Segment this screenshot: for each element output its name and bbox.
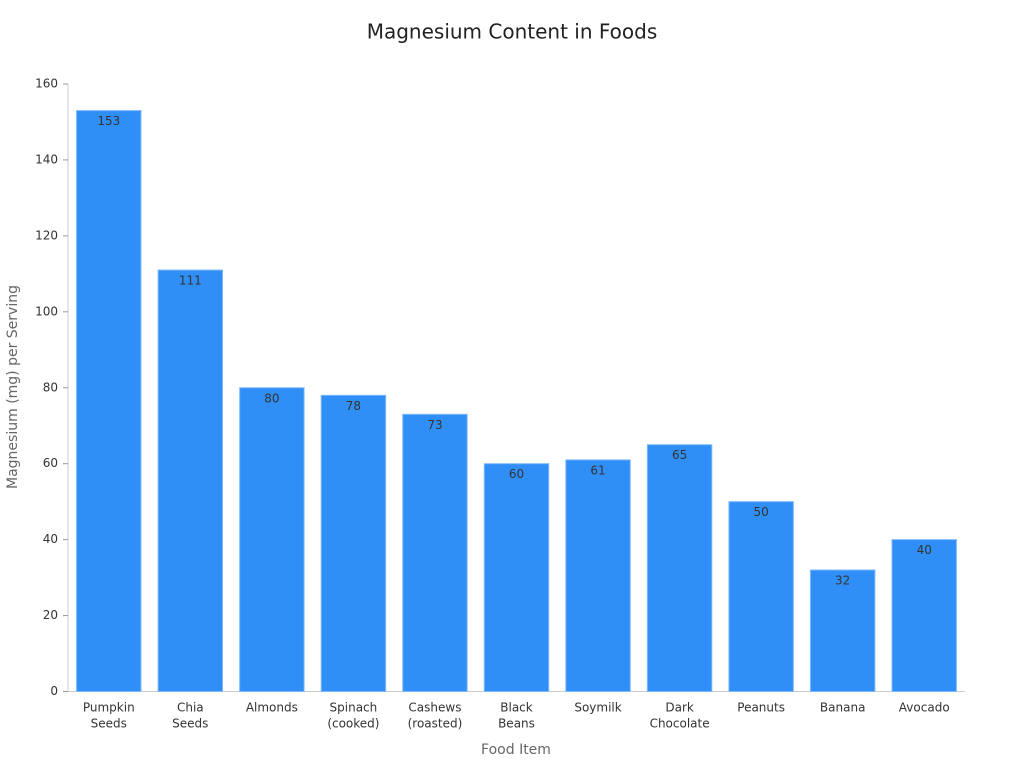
bar [891, 539, 957, 692]
y-tick-label: 160 [35, 77, 58, 91]
bar [483, 463, 550, 692]
bar [76, 110, 142, 692]
x-tick-label: Cashews (roasted) [408, 700, 463, 730]
y-tick-label: 140 [35, 152, 58, 166]
bar [565, 459, 631, 692]
y-tick-label: 0 [50, 684, 58, 698]
y-tick-label: 40 [43, 532, 58, 546]
value-label: 50 [753, 505, 768, 519]
y-tick-label: 80 [43, 380, 58, 394]
chart-title: Magnesium Content in Foods [367, 20, 658, 44]
value-label: 153 [97, 114, 120, 128]
x-tick-label: Pumpkin Seeds [83, 700, 135, 730]
x-tick-label: Peanuts [737, 700, 785, 714]
bar [320, 394, 387, 692]
x-axis-label: Food Item [481, 742, 551, 758]
value-label: 111 [179, 274, 202, 288]
x-tick-label: Dark Chocolate [650, 700, 710, 730]
bar [728, 501, 794, 692]
x-tick-label: Soymilk [574, 700, 621, 714]
y-axis-label: Magnesium (mg) per Serving [5, 285, 21, 489]
value-label: 61 [590, 463, 605, 477]
x-tick-label: Chia Seeds [172, 700, 208, 730]
x-tick-label: Spinach (cooked) [327, 700, 379, 730]
value-label: 60 [509, 467, 524, 481]
value-label: 40 [917, 543, 932, 557]
value-label: 65 [672, 448, 687, 462]
y-tick-label: 120 [35, 228, 58, 242]
bar [809, 569, 876, 692]
y-tick-label: 100 [35, 304, 58, 318]
bar [646, 444, 713, 692]
y-tick-label: 20 [43, 608, 58, 622]
value-label: 73 [427, 418, 442, 432]
value-label: 32 [835, 574, 850, 588]
x-tick-label: Banana [820, 700, 866, 714]
value-label: 80 [264, 391, 279, 405]
y-tick-label: 60 [43, 456, 58, 470]
x-tick-label: Black Beans [498, 700, 535, 730]
x-tick-label: Avocado [899, 700, 950, 714]
bar [239, 387, 305, 692]
bar [402, 413, 468, 692]
x-tick-label: Almonds [246, 700, 298, 714]
value-label: 78 [346, 399, 361, 413]
bar [157, 269, 224, 692]
